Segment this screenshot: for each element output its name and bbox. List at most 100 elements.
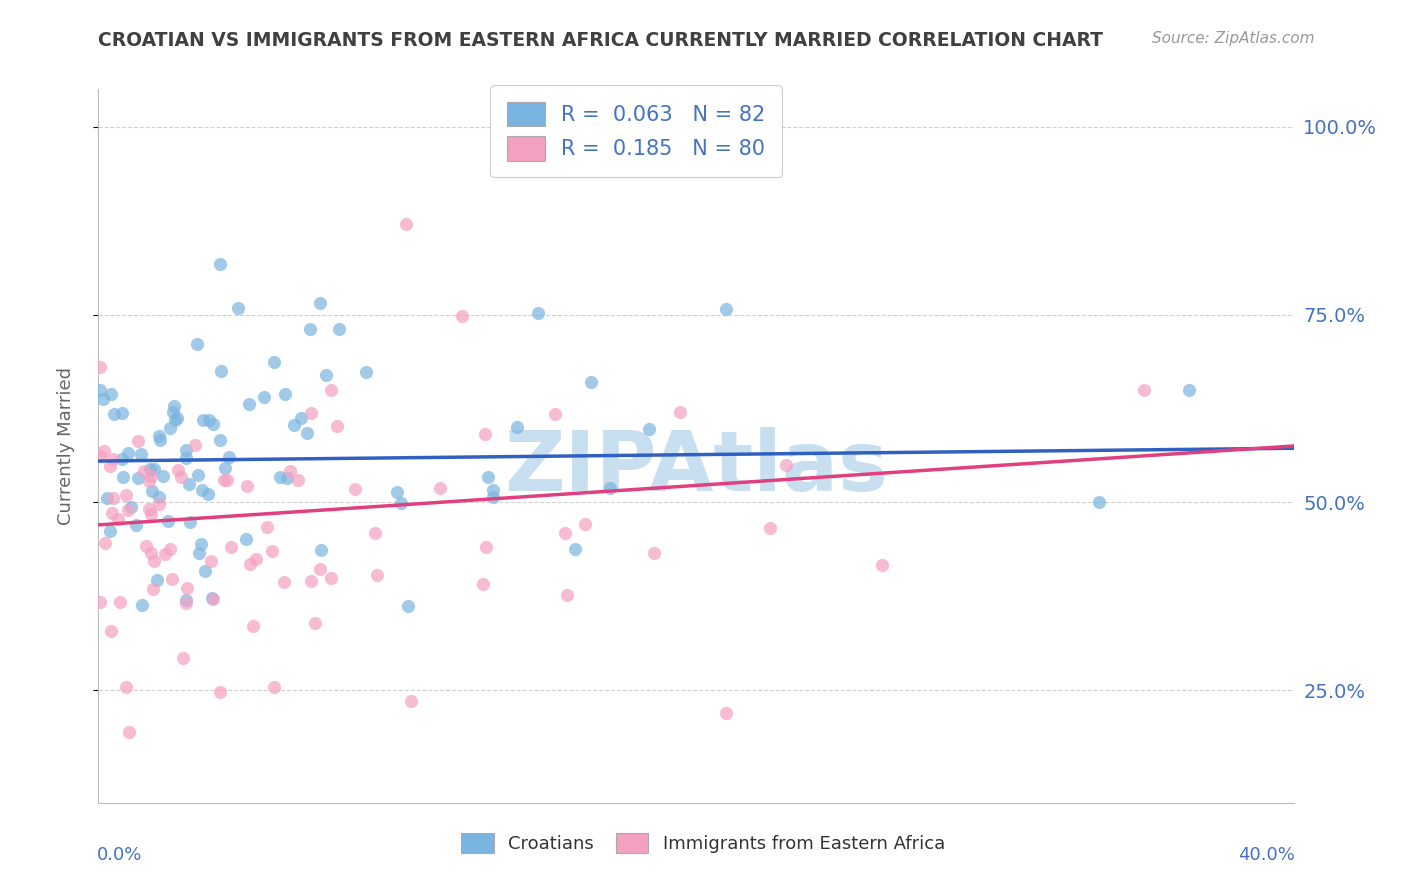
Point <box>544 408 567 422</box>
Point <box>93 444 115 458</box>
Text: 0.0%: 0.0% <box>97 846 142 863</box>
Point <box>319 571 342 585</box>
Point <box>221 540 243 554</box>
Point <box>162 405 184 419</box>
Point <box>290 411 312 425</box>
Point <box>217 473 239 487</box>
Text: ZIPAtlas: ZIPAtlas <box>503 427 889 508</box>
Point <box>260 543 283 558</box>
Point <box>143 462 166 476</box>
Point <box>326 419 349 434</box>
Point <box>278 464 301 478</box>
Point <box>214 461 236 475</box>
Point <box>209 364 232 378</box>
Point <box>89 360 111 375</box>
Point <box>554 525 576 540</box>
Point <box>193 413 215 427</box>
Point <box>148 497 170 511</box>
Point <box>283 417 305 432</box>
Point <box>1178 383 1201 397</box>
Point <box>269 470 291 484</box>
Point <box>108 595 131 609</box>
Point <box>599 481 621 495</box>
Point <box>152 469 174 483</box>
Point <box>101 451 124 466</box>
Point <box>170 470 193 484</box>
Point <box>354 365 377 379</box>
Point <box>481 490 503 504</box>
Point <box>156 514 179 528</box>
Point <box>235 532 257 546</box>
Point <box>201 591 224 605</box>
Point <box>389 496 412 510</box>
Point <box>474 426 496 441</box>
Point <box>450 309 472 323</box>
Point <box>103 407 125 421</box>
Point <box>273 574 295 589</box>
Legend: Croatians, Immigrants from Eastern Africa: Croatians, Immigrants from Eastern Afric… <box>454 825 952 861</box>
Point <box>477 470 499 484</box>
Point <box>343 482 366 496</box>
Point <box>564 541 586 556</box>
Point <box>127 471 149 485</box>
Point <box>191 483 214 498</box>
Point <box>139 462 162 476</box>
Point <box>669 404 692 418</box>
Point <box>263 680 285 694</box>
Y-axis label: Currently Married: Currently Married <box>56 367 75 525</box>
Point <box>163 399 186 413</box>
Point <box>396 599 419 613</box>
Point <box>276 471 298 485</box>
Point <box>471 576 494 591</box>
Point <box>138 474 160 488</box>
Point <box>242 619 264 633</box>
Point <box>429 482 451 496</box>
Point <box>176 451 198 466</box>
Point <box>111 451 134 466</box>
Point <box>475 540 498 554</box>
Point <box>135 539 157 553</box>
Point <box>527 306 550 320</box>
Point <box>714 706 737 720</box>
Point <box>482 483 505 498</box>
Point <box>146 573 169 587</box>
Point <box>159 421 181 435</box>
Point <box>188 546 211 560</box>
Point <box>115 680 138 694</box>
Text: 40.0%: 40.0% <box>1237 846 1295 863</box>
Point <box>174 596 197 610</box>
Point <box>643 546 665 560</box>
Point <box>186 468 208 483</box>
Point <box>125 518 148 533</box>
Point <box>319 383 342 397</box>
Point <box>94 536 117 550</box>
Point <box>364 525 387 540</box>
Point <box>139 507 162 521</box>
Point <box>253 390 276 404</box>
Point <box>114 488 136 502</box>
Point <box>574 516 596 531</box>
Point <box>176 582 198 596</box>
Point <box>141 469 163 483</box>
Point <box>218 450 240 464</box>
Point <box>100 624 122 638</box>
Point <box>141 483 163 498</box>
Point <box>96 491 118 505</box>
Point <box>172 651 194 665</box>
Point <box>149 433 172 447</box>
Point <box>179 515 201 529</box>
Point <box>256 520 278 534</box>
Point <box>127 434 149 448</box>
Point <box>299 406 322 420</box>
Point <box>214 474 236 488</box>
Point <box>89 384 111 398</box>
Point <box>110 406 132 420</box>
Point <box>194 564 217 578</box>
Legend: R =  0.063   N = 82, R =  0.185   N = 80: R = 0.063 N = 82, R = 0.185 N = 80 <box>491 86 782 178</box>
Point <box>870 558 893 572</box>
Point <box>159 541 181 556</box>
Point <box>98 524 121 538</box>
Point <box>131 598 153 612</box>
Point <box>579 375 602 389</box>
Point <box>274 387 297 401</box>
